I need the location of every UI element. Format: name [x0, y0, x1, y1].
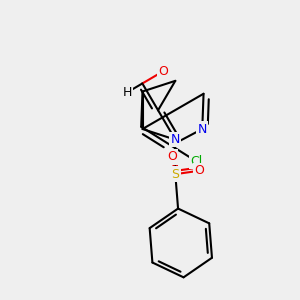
Text: Cl: Cl — [190, 154, 202, 168]
Text: O: O — [158, 65, 168, 78]
Text: N: N — [171, 133, 180, 146]
Text: H: H — [123, 86, 132, 99]
Text: S: S — [171, 168, 179, 181]
Text: O: O — [194, 164, 204, 177]
Text: N: N — [198, 122, 207, 136]
Text: O: O — [167, 150, 177, 164]
